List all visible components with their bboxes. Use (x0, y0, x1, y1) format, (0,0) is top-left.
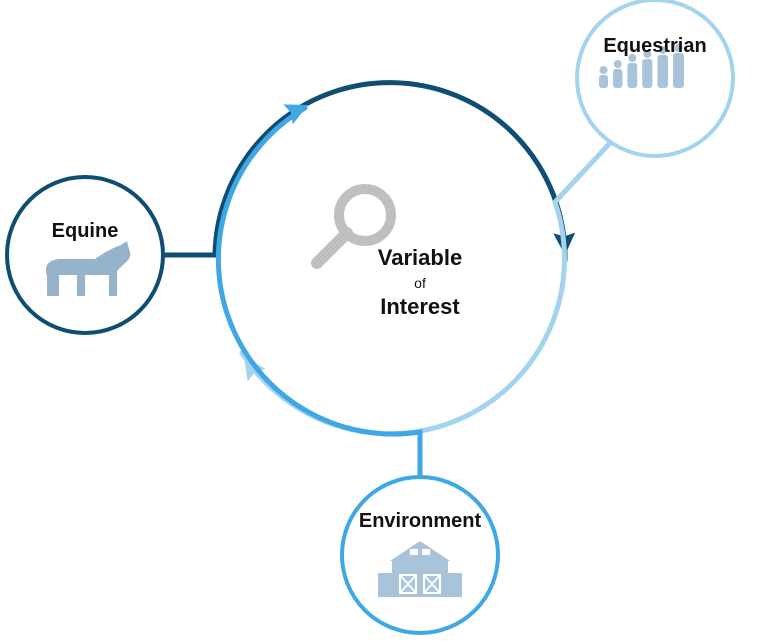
center-label-line1: Variable (378, 245, 462, 270)
node-environment: Environment (342, 477, 498, 633)
diagram-canvas: Variable of Interest Equine Equestrian Enviro… (0, 0, 768, 643)
center-label-of: of (414, 275, 426, 291)
center-label-line2: Interest (380, 294, 460, 319)
node-label-equestrian: Equestrian (603, 35, 706, 57)
node-equestrian: Equestrian (577, 0, 733, 156)
node-label-equine: Equine (52, 220, 119, 242)
node-label-environment: Environment (359, 510, 482, 532)
node-equine: Equine (7, 177, 163, 333)
